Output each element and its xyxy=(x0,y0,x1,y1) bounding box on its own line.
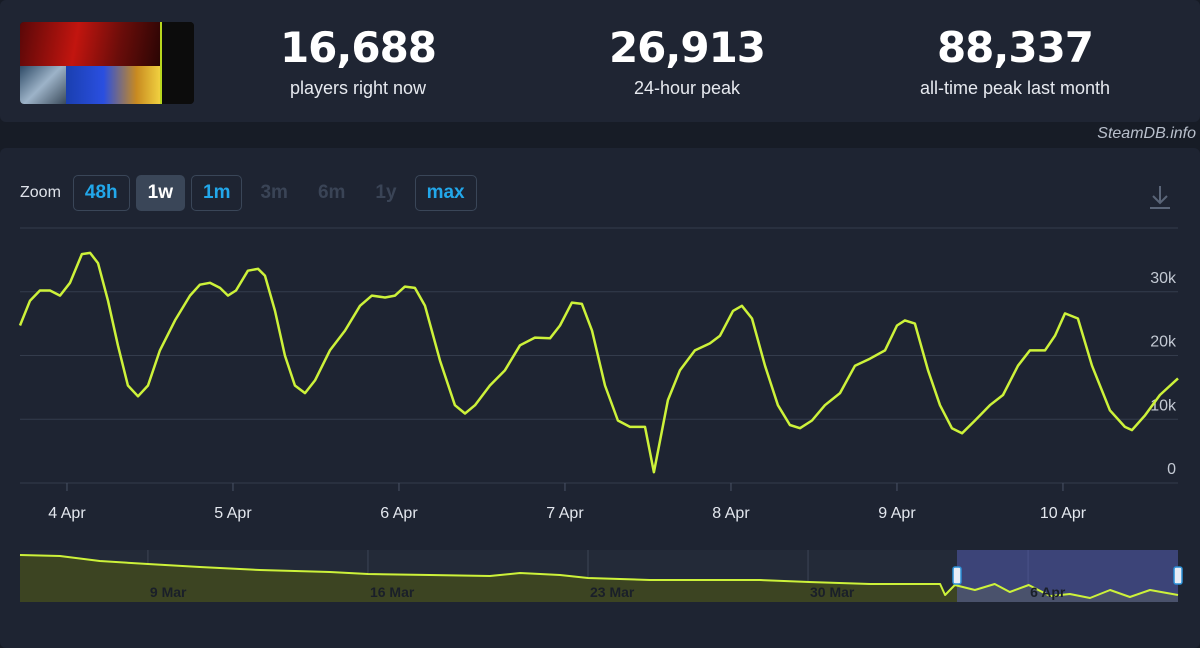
zoom-button: 6m xyxy=(306,175,357,211)
navigator-handle xyxy=(952,566,962,585)
x-tick-label: 9 Mar xyxy=(150,584,187,600)
navigator-handle xyxy=(1173,566,1183,585)
y-tick-label: 20k xyxy=(1150,334,1177,351)
stat-label: 24-hour peak xyxy=(633,78,741,98)
stat: 16,688 players right now xyxy=(208,24,508,100)
stat-value: 88,337 xyxy=(936,23,1094,72)
game-logo xyxy=(20,22,194,104)
x-tick-label: 16 Mar xyxy=(370,584,415,600)
chart: 0 10k 20k 30k 4 Apr 5 Apr 6 Apr 7 Apr 8 Apr 9 Apr… xyxy=(18,186,1183,602)
stat-label: all-time peak last month xyxy=(919,78,1111,98)
zoom-button[interactable]: max xyxy=(414,175,477,211)
zoom-button: 1y xyxy=(363,175,408,211)
x-tick-label: 6 Apr xyxy=(1030,584,1066,600)
stat: 88,337 all-time peak last month xyxy=(865,24,1165,100)
data-line xyxy=(18,251,1179,474)
y-tick-label: 10k xyxy=(1150,397,1177,414)
x-tick-label: 23 Mar xyxy=(590,584,635,600)
zoom-label: Zoom xyxy=(20,184,61,201)
stat-value: 26,913 xyxy=(608,23,766,72)
x-tick-label: 7 Apr xyxy=(546,505,584,522)
y-tick-label: 0 xyxy=(1167,461,1176,478)
y-tick-label: 30k xyxy=(1150,270,1177,287)
x-tick-label: 8 Apr xyxy=(712,505,750,522)
zoom-bar: Zoom 48h 1w 1m 3m 6m 1y max xyxy=(20,175,477,211)
stat: 26,913 24-hour peak xyxy=(537,24,837,100)
header-panel: 16,688 players right now 26,913 24-hour … xyxy=(0,0,1200,122)
watermark: SteamDB.info xyxy=(1097,125,1196,142)
download-icon[interactable] xyxy=(1150,186,1170,209)
zoom-button[interactable]: 48h xyxy=(72,175,130,211)
stat-label: players right now xyxy=(289,78,427,98)
area-line xyxy=(19,554,1179,599)
x-tick-label: 30 Mar xyxy=(810,584,855,600)
x-tick-label: 6 Apr xyxy=(380,505,418,522)
zoom-button[interactable]: 1m xyxy=(191,175,243,211)
zoom-button: 3m xyxy=(248,175,299,211)
zoom-button[interactable]: 1w xyxy=(135,175,186,211)
x-tick-label: 5 Apr xyxy=(214,505,252,522)
x-tick-label: 9 Apr xyxy=(878,505,916,522)
x-tick-label: 10 Apr xyxy=(1040,505,1087,522)
x-tick-label: 4 Apr xyxy=(48,505,86,522)
stat-value: 16,688 xyxy=(279,23,437,72)
